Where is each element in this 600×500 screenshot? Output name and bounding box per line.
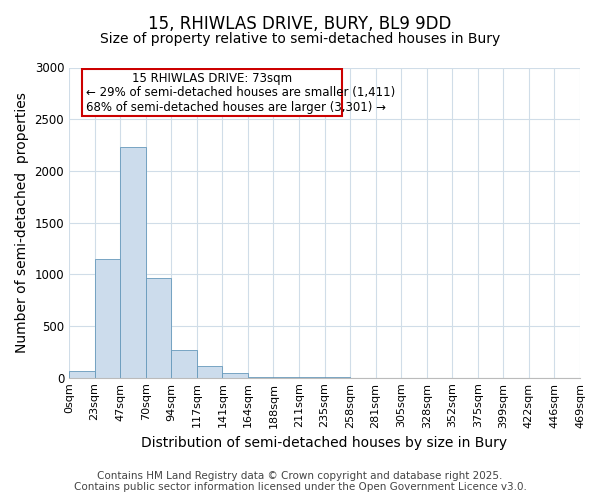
Bar xyxy=(197,366,223,378)
Bar xyxy=(248,376,274,378)
Bar xyxy=(223,372,248,378)
Bar xyxy=(95,259,120,378)
Text: Contains HM Land Registry data © Crown copyright and database right 2025.
Contai: Contains HM Land Registry data © Crown c… xyxy=(74,471,526,492)
Text: 68% of semi-detached houses are larger (3,301) →: 68% of semi-detached houses are larger (… xyxy=(86,100,386,114)
Text: 15, RHIWLAS DRIVE, BURY, BL9 9DD: 15, RHIWLAS DRIVE, BURY, BL9 9DD xyxy=(148,15,452,33)
Bar xyxy=(120,147,146,378)
Bar xyxy=(146,278,171,378)
Y-axis label: Number of semi-detached  properties: Number of semi-detached properties xyxy=(15,92,29,353)
Bar xyxy=(274,377,299,378)
Bar xyxy=(171,350,197,378)
Text: 15 RHIWLAS DRIVE: 73sqm: 15 RHIWLAS DRIVE: 73sqm xyxy=(132,72,292,85)
FancyBboxPatch shape xyxy=(82,69,343,116)
Bar xyxy=(69,372,95,378)
X-axis label: Distribution of semi-detached houses by size in Bury: Distribution of semi-detached houses by … xyxy=(142,436,508,450)
Text: Size of property relative to semi-detached houses in Bury: Size of property relative to semi-detach… xyxy=(100,32,500,46)
Text: ← 29% of semi-detached houses are smaller (1,411): ← 29% of semi-detached houses are smalle… xyxy=(86,86,395,99)
